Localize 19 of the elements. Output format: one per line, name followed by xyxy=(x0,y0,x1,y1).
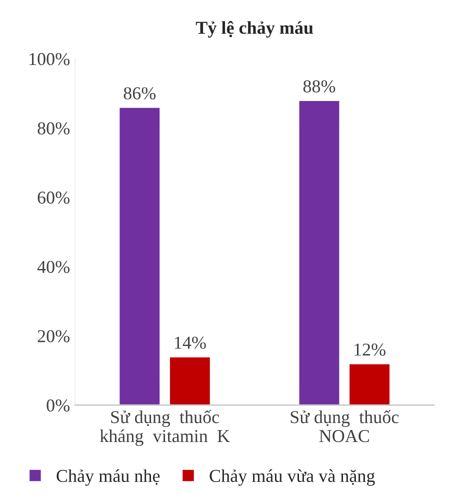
bar xyxy=(348,362,391,406)
bar xyxy=(168,356,212,406)
x-tick-label: Sử dụng thuốc kháng vitamin K xyxy=(100,410,230,446)
legend-label: Chảy máu nhẹ xyxy=(56,469,160,486)
y-tick-label: 20% xyxy=(38,330,70,342)
chart-title: Tỷ lệ chảy máu xyxy=(196,21,314,38)
y-tick-label: 100% xyxy=(30,52,70,66)
data-label: 88% xyxy=(303,80,336,93)
y-tick-label: 80% xyxy=(38,122,70,135)
legend-label: Chảy máu vừa và nặng xyxy=(210,469,375,486)
bar xyxy=(118,106,161,406)
data-label: 86% xyxy=(124,87,156,100)
data-label: 12% xyxy=(354,344,386,356)
y-tick-label: 40% xyxy=(37,260,70,274)
y-tick-label: 60% xyxy=(38,192,70,204)
data-label: 14% xyxy=(174,336,206,349)
y-tick-label: 0% xyxy=(46,399,70,412)
bar xyxy=(298,100,341,406)
x-tick-label: Sử dụng thuốc NOAC xyxy=(290,410,399,442)
